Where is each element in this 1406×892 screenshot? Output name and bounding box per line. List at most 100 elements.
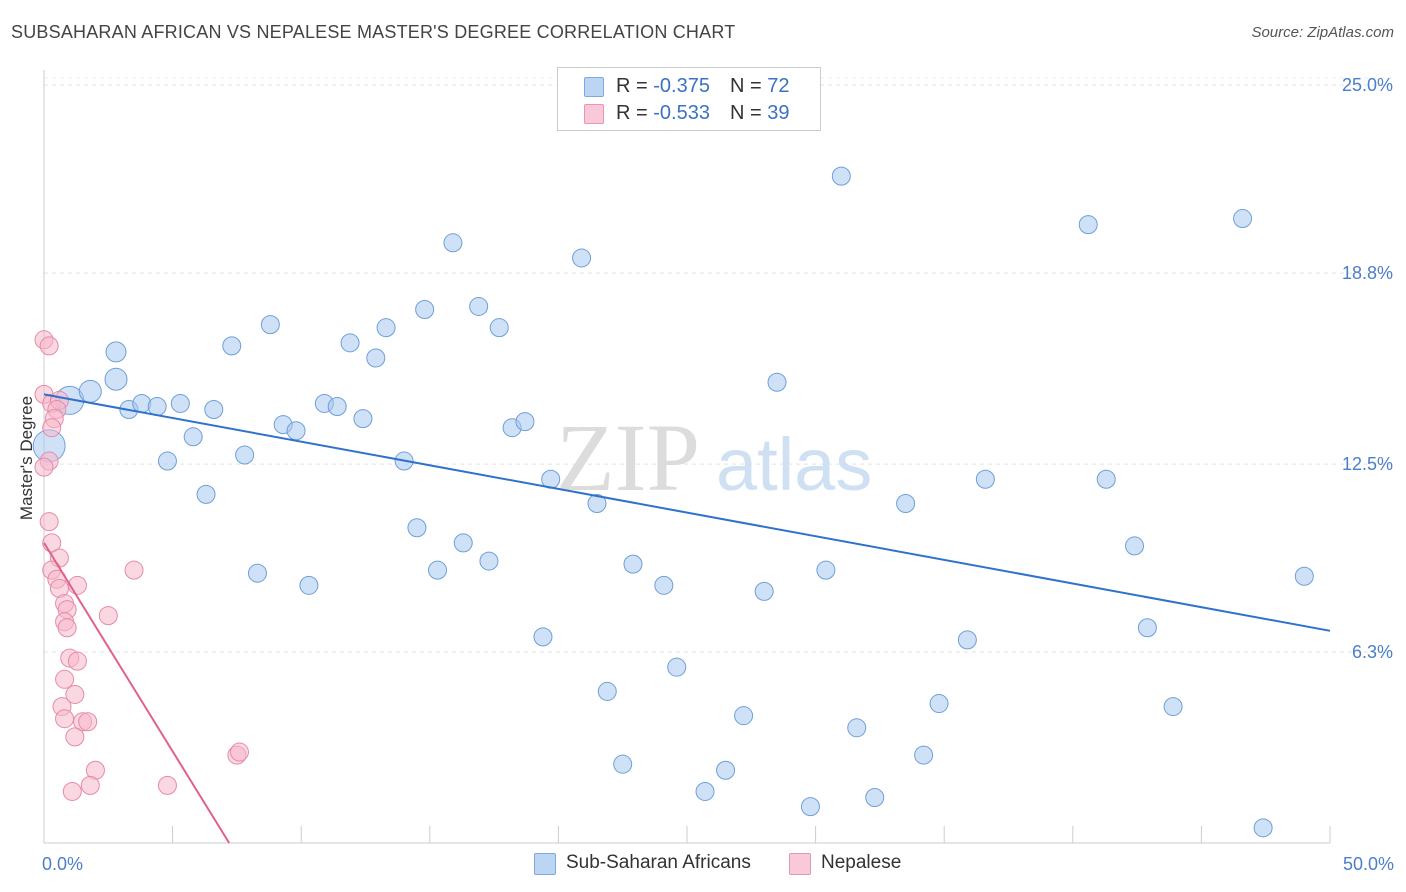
point-blue-25	[376, 318, 396, 338]
point-pink-34	[80, 775, 100, 795]
point-blue-63	[1096, 469, 1116, 489]
point-blue-55	[847, 718, 867, 738]
point-blue-60	[957, 630, 977, 650]
point-pink-20	[57, 618, 77, 638]
point-blue-65	[1137, 618, 1157, 638]
y-tick-label-3: 25.0%	[1342, 75, 1393, 95]
point-blue-32	[469, 296, 489, 316]
legend-box: R = -0.375 N = 72 R = -0.533 N = 39	[557, 67, 821, 131]
point-pink-9	[34, 457, 54, 477]
point-blue-69	[1294, 566, 1314, 586]
point-blue-29	[428, 560, 448, 580]
point-blue-58	[914, 745, 934, 765]
point-blue-6	[132, 393, 152, 413]
legend-text-blue: R = -0.375 N = 72	[616, 75, 790, 97]
x-tick-label-0: 0.0%	[42, 854, 83, 874]
trend-line-blue	[43, 393, 1331, 632]
point-blue-30	[443, 233, 463, 253]
point-pink-1	[39, 336, 59, 356]
chart-title: SUBSAHARAN AFRICAN VS NEPALESE MASTER'S …	[11, 22, 736, 42]
point-blue-41	[587, 493, 607, 513]
trend-lines	[43, 393, 1331, 844]
point-blue-48	[716, 760, 736, 780]
bottom-swatch-blue	[534, 853, 556, 875]
point-blue-50	[754, 581, 774, 601]
point-blue-22	[340, 333, 360, 353]
point-blue-13	[222, 336, 242, 356]
point-blue-33	[479, 551, 499, 571]
point-blue-37	[533, 627, 553, 647]
point-blue-54	[831, 166, 851, 186]
point-blue-46	[667, 657, 687, 677]
point-blue-42	[597, 681, 617, 701]
point-blue-62	[1078, 215, 1098, 235]
legend-swatch-pink	[584, 104, 604, 124]
gridlines	[44, 77, 1394, 653]
point-pink-28	[55, 709, 75, 729]
point-blue-64	[1125, 536, 1145, 556]
point-blue-31	[453, 533, 473, 553]
point-pink-26	[65, 684, 85, 704]
point-blue-7	[147, 396, 167, 416]
point-pink-25	[55, 669, 75, 689]
point-blue-45	[654, 575, 674, 595]
point-blue-16	[260, 315, 280, 335]
point-pink-31	[65, 727, 85, 747]
point-blue-9	[170, 393, 190, 413]
point-pink-23	[98, 606, 118, 626]
point-blue-67	[1233, 209, 1253, 229]
point-blue-53	[816, 560, 836, 580]
y-tick-label-1: 12.5%	[1342, 454, 1393, 474]
point-blue-66	[1163, 697, 1183, 717]
point-blue-61	[975, 469, 995, 489]
point-blue-10	[183, 427, 203, 447]
point-blue-27	[407, 518, 427, 538]
point-blue-11	[196, 484, 216, 504]
point-pink-33	[62, 781, 82, 801]
point-blue-12	[204, 400, 224, 420]
x-tick-label-1: 50.0%	[1343, 854, 1394, 874]
trend-line-pink	[43, 542, 231, 844]
point-pink-7	[42, 418, 62, 438]
point-blue-14	[235, 445, 255, 465]
point-blue-2	[78, 379, 102, 403]
bottom-swatch-pink	[789, 853, 811, 875]
point-blue-28	[415, 299, 435, 319]
point-pink-10	[39, 512, 59, 532]
bottom-legend-label-pink: Nepalese	[821, 852, 902, 873]
point-blue-57	[896, 493, 916, 513]
point-blue-43	[613, 754, 633, 774]
legend-text-pink: R = -0.533 N = 39	[616, 102, 790, 124]
bottom-legend-label-blue: Sub-Saharan Africans	[566, 852, 751, 873]
point-pink-35	[157, 775, 177, 795]
point-blue-34	[489, 318, 509, 338]
axes	[43, 70, 1331, 844]
legend-swatch-blue	[584, 77, 604, 97]
point-blue-15	[247, 563, 267, 583]
point-pink-22	[67, 651, 87, 671]
point-pink-30	[78, 712, 98, 732]
point-blue-21	[327, 396, 347, 416]
point-blue-47	[695, 781, 715, 801]
y-tick-label-0: 6.3%	[1352, 642, 1393, 662]
point-blue-59	[929, 694, 949, 714]
point-blue-24	[366, 348, 386, 368]
point-blue-18	[286, 421, 306, 441]
tick-labels: 6.3% 12.5% 18.8% 25.0% 0.0% 50.0%	[42, 75, 1394, 874]
point-blue-8	[157, 451, 177, 471]
point-blue-19	[299, 575, 319, 595]
watermark-zip: ZIP	[556, 404, 700, 511]
source-label: Source: ZipAtlas.com	[1251, 24, 1394, 41]
point-blue-36	[515, 412, 535, 432]
point-blue-51	[767, 372, 787, 392]
point-blue-4	[105, 341, 127, 363]
y-tick-label-2: 18.8%	[1342, 263, 1393, 283]
point-blue-23	[353, 409, 373, 429]
point-blue-44	[623, 554, 643, 574]
y-axis-label: Master's Degree	[17, 396, 36, 520]
point-blue-52	[800, 797, 820, 817]
watermark-atlas: atlas	[716, 423, 872, 506]
point-blue-68	[1253, 818, 1273, 838]
point-blue-3	[104, 367, 128, 391]
